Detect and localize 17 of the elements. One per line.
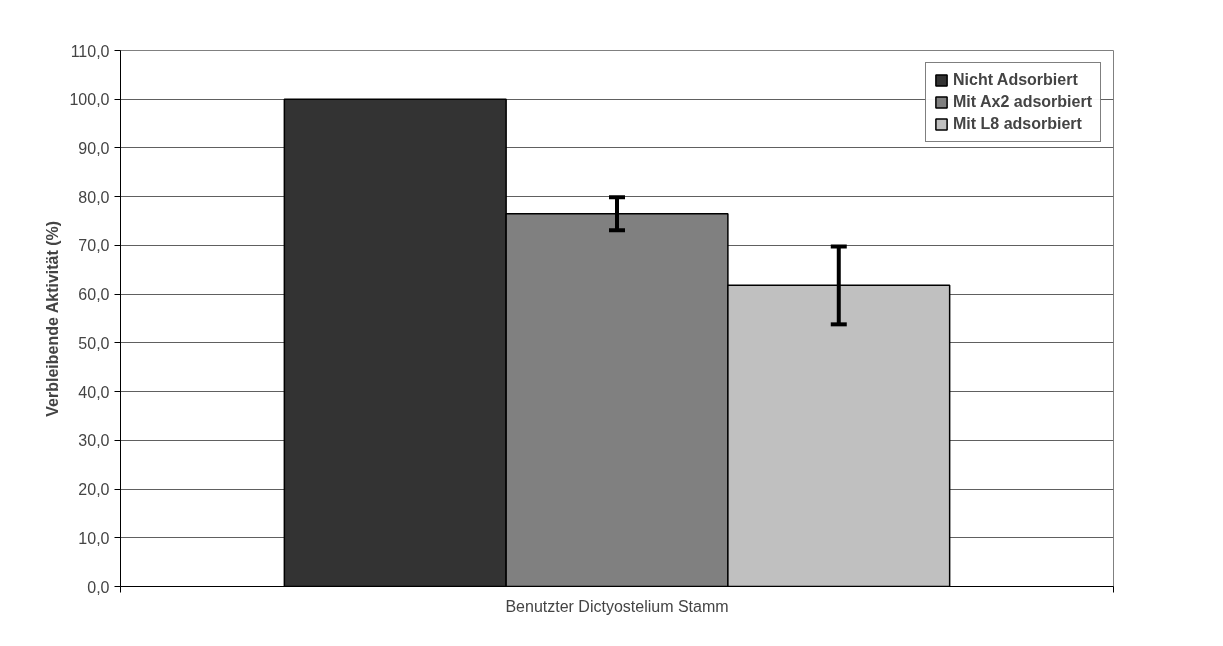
y-tick-label: 100,0 — [69, 91, 110, 109]
legend-label: Mit L8 adsorbiert — [953, 115, 1082, 133]
y-axis-title: Verbleibende Aktivität (%) — [44, 220, 62, 417]
y-tick-label: 60,0 — [78, 286, 110, 304]
legend-label: Mit Ax2 adsorbiert — [953, 93, 1092, 111]
y-tick-label: 110,0 — [70, 42, 110, 60]
y-tick-label: 50,0 — [78, 334, 110, 352]
y-tick-label: 40,0 — [78, 383, 110, 401]
y-tick-label: 70,0 — [78, 237, 110, 255]
x-axis-title: Benutzter Dictyostelium Stamm — [505, 597, 729, 615]
legend-label: Nicht Adsorbiert — [953, 71, 1078, 89]
y-tick-label: 20,0 — [78, 481, 110, 499]
y-tick-label: 90,0 — [78, 139, 110, 157]
y-tick-label: 10,0 — [78, 529, 110, 547]
y-tick-label: 80,0 — [78, 188, 110, 206]
y-tick-label: 0,0 — [87, 578, 110, 596]
y-tick-label: 30,0 — [78, 432, 110, 450]
